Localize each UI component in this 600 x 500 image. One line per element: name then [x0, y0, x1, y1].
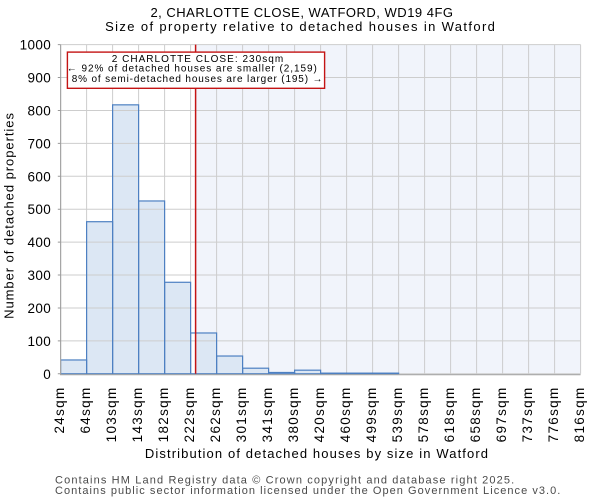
svg-text:578sqm: 578sqm: [416, 387, 431, 443]
svg-text:800: 800: [28, 103, 52, 118]
svg-text:143sqm: 143sqm: [130, 387, 145, 443]
svg-text:222sqm: 222sqm: [182, 387, 197, 443]
svg-text:499sqm: 499sqm: [364, 387, 379, 443]
svg-text:539sqm: 539sqm: [390, 387, 405, 443]
svg-text:8% of semi-detached houses are: 8% of semi-detached houses are larger (1…: [72, 74, 324, 85]
svg-text:420sqm: 420sqm: [312, 387, 327, 443]
svg-text:Size of property relative to d: Size of property relative to detached ho…: [105, 19, 496, 34]
svg-text:500: 500: [28, 202, 52, 217]
svg-text:900: 900: [28, 71, 52, 86]
svg-text:0: 0: [43, 367, 51, 382]
svg-text:Contains HM Land Registry data: Contains HM Land Registry data © Crown c…: [55, 474, 515, 486]
svg-text:2 CHARLOTTE CLOSE: 230sqm: 2 CHARLOTTE CLOSE: 230sqm: [112, 54, 285, 65]
svg-text:262sqm: 262sqm: [208, 387, 223, 443]
svg-text:24sqm: 24sqm: [52, 387, 67, 434]
svg-text:700: 700: [28, 136, 52, 151]
svg-text:301sqm: 301sqm: [234, 387, 249, 443]
svg-text:600: 600: [28, 169, 52, 184]
svg-text:300: 300: [28, 268, 52, 283]
svg-text:1000: 1000: [20, 38, 51, 53]
svg-text:103sqm: 103sqm: [104, 387, 119, 443]
svg-text:460sqm: 460sqm: [338, 387, 353, 443]
svg-text:697sqm: 697sqm: [494, 387, 509, 443]
svg-text:380sqm: 380sqm: [286, 387, 301, 443]
svg-text:200: 200: [28, 301, 52, 316]
svg-text:2, CHARLOTTE CLOSE, WATFORD, W: 2, CHARLOTTE CLOSE, WATFORD, WD19 4FG: [150, 5, 453, 20]
svg-text:182sqm: 182sqm: [156, 387, 171, 443]
svg-text:618sqm: 618sqm: [442, 387, 457, 443]
svg-text:776sqm: 776sqm: [546, 387, 561, 443]
svg-text:Number of detached properties: Number of detached properties: [1, 112, 16, 319]
svg-text:Contains public sector informa: Contains public sector information licen…: [55, 485, 561, 497]
svg-text:400: 400: [28, 235, 52, 250]
svg-text:658sqm: 658sqm: [468, 387, 483, 443]
svg-text:737sqm: 737sqm: [520, 387, 535, 443]
svg-text:100: 100: [28, 334, 52, 349]
svg-text:← 92% of detached houses are s: ← 92% of detached houses are smaller (2,…: [67, 63, 318, 74]
svg-text:64sqm: 64sqm: [78, 387, 93, 434]
svg-text:816sqm: 816sqm: [572, 387, 587, 443]
svg-text:Distribution of detached house: Distribution of detached houses by size …: [145, 446, 489, 461]
svg-text:341sqm: 341sqm: [260, 387, 275, 443]
